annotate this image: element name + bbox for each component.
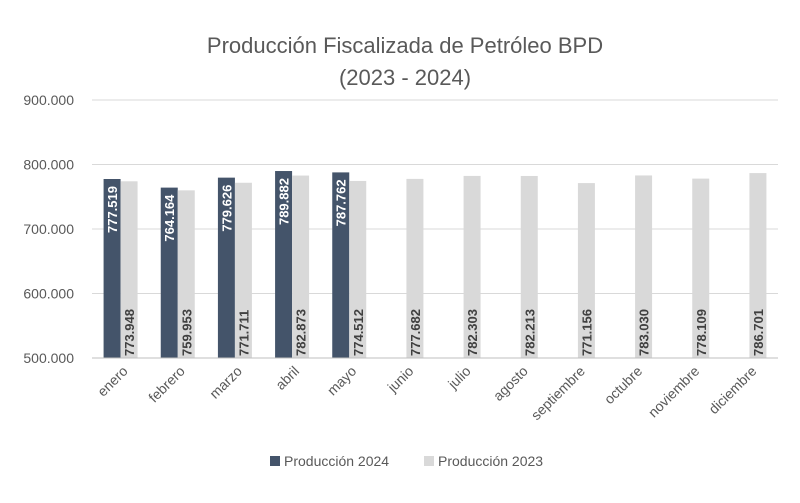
y-tick-label: 700.000 — [23, 221, 74, 237]
bar-2023 — [292, 175, 310, 358]
data-label-2023: 759.953 — [179, 309, 194, 356]
legend-label: Producción 2024 — [284, 453, 389, 469]
data-label-2023: 783.030 — [637, 309, 652, 356]
bar-2024 — [103, 179, 121, 358]
y-tick-label: 900.000 — [23, 92, 74, 108]
legend-item-2024: Producción 2024 — [270, 453, 389, 469]
gridlines — [92, 99, 778, 294]
data-label-2023: 778.109 — [694, 309, 709, 356]
data-label-2023: 773.948 — [122, 309, 137, 356]
data-label-2024: 789.882 — [277, 178, 292, 225]
y-tick-label: 600.000 — [23, 286, 74, 302]
bar-2023 — [177, 190, 195, 358]
data-label-2023: 782.213 — [522, 309, 537, 356]
bar-2023 — [234, 182, 252, 358]
x-tick-label: octubre — [601, 363, 645, 407]
legend-label: Producción 2023 — [438, 453, 543, 469]
chart-title-line1: Producción Fiscalizada de Petróleo BPD — [207, 33, 603, 58]
data-label-2023: 777.682 — [408, 309, 423, 356]
bar-2023 — [749, 173, 767, 358]
legend-swatch — [270, 456, 280, 466]
y-axis-ticks: 500.000 600.000 700.000 800.000 900.000 — [23, 92, 74, 366]
bar-2024 — [275, 171, 293, 358]
bar-2023 — [577, 183, 595, 358]
x-tick-label: febrero — [145, 363, 188, 406]
bar-2023 — [692, 178, 710, 358]
data-label-2023: 782.873 — [294, 309, 309, 356]
data-label-2024: 787.762 — [334, 179, 349, 226]
bar-2023 — [463, 175, 481, 358]
x-tick-label: noviembre — [645, 363, 703, 421]
data-label-2024: 777.519 — [105, 186, 120, 233]
x-tick-label: enero — [94, 363, 131, 400]
x-tick-label: marzo — [206, 363, 245, 402]
x-tick-label: septiembre — [528, 363, 588, 423]
data-label-2024: 779.626 — [219, 185, 234, 232]
data-label-2023: 771.711 — [236, 310, 251, 356]
bar-2024 — [332, 172, 350, 358]
bar-2023 — [120, 181, 138, 358]
bar-2024 — [160, 187, 178, 358]
legend-swatch — [424, 456, 434, 466]
data-label-2023: 782.303 — [465, 309, 480, 356]
x-tick-label: agosto — [490, 363, 531, 404]
bars: 777.519 764.164 779.626 789.882 787.762 773.9… — [103, 171, 767, 358]
data-label-2023: 771.156 — [579, 309, 594, 356]
legend-item-2023: Producción 2023 — [424, 453, 543, 469]
bar-2023 — [520, 175, 538, 358]
bar-2024 — [217, 177, 235, 358]
data-label-2023: 774.512 — [351, 309, 366, 356]
data-label-2023: 786.701 — [751, 309, 766, 356]
y-tick-label: 800.000 — [23, 157, 74, 173]
x-tick-label: mayo — [324, 363, 360, 399]
bar-2023 — [635, 175, 653, 358]
y-tick-label: 500.000 — [23, 350, 74, 366]
bar-2023 — [406, 178, 424, 358]
data-label-2024: 764.164 — [162, 194, 177, 242]
chart-title-line2: (2023 - 2024) — [339, 65, 471, 90]
bar-2023 — [349, 180, 367, 358]
x-tick-label: abril — [272, 363, 302, 393]
x-axis-ticks: enero febrero marzo abril mayo junio julio agos… — [94, 363, 760, 423]
x-tick-label: diciembre — [705, 363, 759, 417]
legend: Producción 2024 Producción 2023 — [270, 453, 543, 469]
x-tick-label: junio — [384, 363, 417, 396]
x-tick-label: julio — [444, 363, 474, 393]
